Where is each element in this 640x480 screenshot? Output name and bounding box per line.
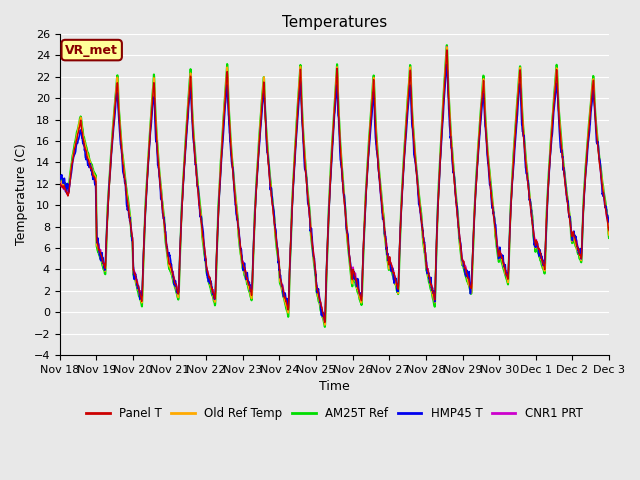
X-axis label: Time: Time bbox=[319, 380, 350, 393]
Text: VR_met: VR_met bbox=[65, 44, 118, 57]
Y-axis label: Temperature (C): Temperature (C) bbox=[15, 144, 28, 245]
Legend: Panel T, Old Ref Temp, AM25T Ref, HMP45 T, CNR1 PRT: Panel T, Old Ref Temp, AM25T Ref, HMP45 … bbox=[81, 403, 588, 425]
Title: Temperatures: Temperatures bbox=[282, 15, 387, 30]
